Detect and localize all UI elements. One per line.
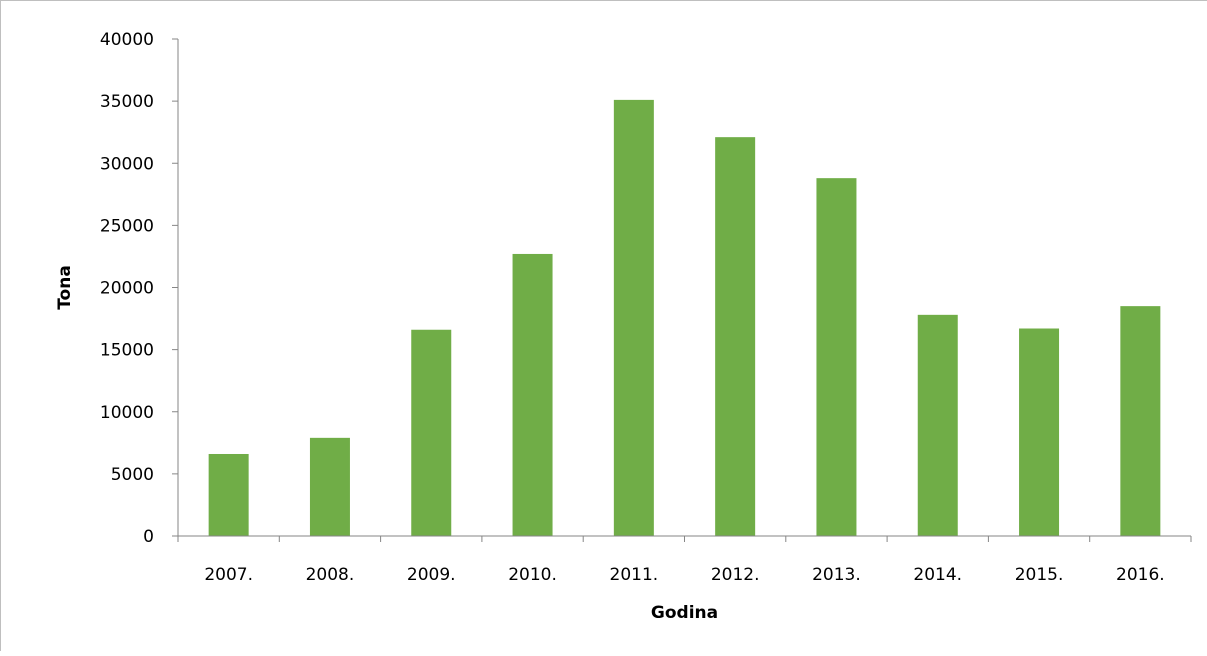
bar (715, 137, 756, 536)
y-tick-label: 5000 (111, 465, 154, 485)
bar (411, 329, 452, 536)
x-tick-label: 2009. (407, 565, 456, 585)
x-tick-label: 2011. (610, 565, 659, 585)
y-axis-ticks: 0 5000 10000 15000 20000 25000 30000 35000 40000 (100, 30, 178, 547)
y-tick-label: 35000 (100, 92, 154, 112)
bar (208, 453, 249, 536)
y-tick-label: 25000 (100, 216, 154, 236)
bar (1019, 328, 1060, 536)
bar (613, 99, 654, 536)
x-tick-label: 2007. (204, 565, 253, 585)
y-axis-title: Tona (55, 265, 75, 310)
y-tick-label: 15000 (100, 341, 154, 361)
y-tick-label: 10000 (100, 403, 154, 423)
x-axis-title: Godina (651, 603, 718, 623)
bar (309, 437, 350, 536)
x-tick-label: 2013. (812, 565, 861, 585)
x-tick-label: 2016. (1116, 565, 1165, 585)
x-axis-ticks: 2007. 2008. 2009. 2010. 2011. 2012. 2013. 2014.… (177, 536, 1192, 585)
bar (816, 178, 857, 536)
x-tick-label: 2014. (913, 565, 962, 585)
y-tick-label: 40000 (100, 30, 154, 50)
y-tick-label: 20000 (100, 279, 154, 299)
x-tick-label: 2008. (306, 565, 355, 585)
bar (1120, 306, 1161, 536)
y-tick-label: 30000 (100, 154, 154, 174)
bar (512, 253, 553, 536)
bar (917, 314, 958, 536)
y-tick-label: 0 (143, 527, 154, 547)
x-tick-label: 2012. (711, 565, 760, 585)
x-tick-label: 2010. (508, 565, 557, 585)
x-tick-label: 2015. (1015, 565, 1064, 585)
bars-layer (208, 99, 1161, 536)
